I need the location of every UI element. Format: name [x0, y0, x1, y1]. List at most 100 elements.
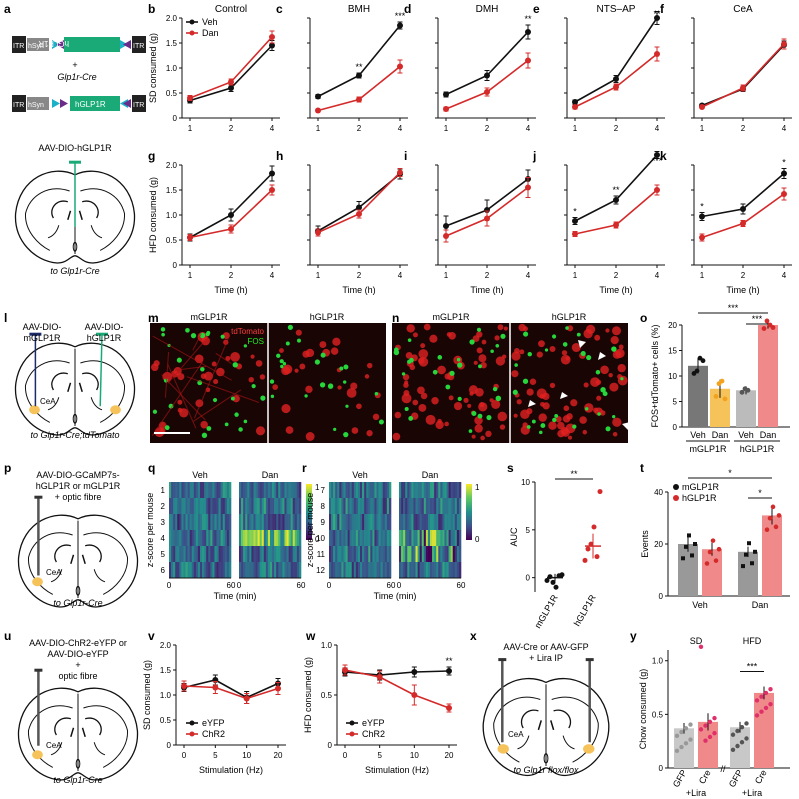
heatmap-cell [261, 546, 265, 563]
fos-cell [160, 327, 166, 332]
heatmap-cell [337, 482, 340, 499]
heatmap-cell [401, 514, 404, 531]
heatmap-cell [197, 498, 201, 515]
cea-highlight [583, 744, 595, 754]
panel-letter-c: c [276, 2, 283, 16]
data-point [773, 524, 779, 530]
heatmap-cell [430, 562, 433, 579]
heatmap-cell [341, 514, 344, 531]
heatmap-cell [415, 530, 418, 547]
heatmap-cell [208, 530, 211, 547]
heatmap-cell [360, 482, 363, 499]
heatmap-cell [169, 514, 172, 531]
heatmap-cell [427, 482, 431, 499]
x-tick-label: 2 [741, 271, 746, 280]
injection-needle [99, 334, 103, 407]
significance-label: ** [653, 9, 661, 19]
itr-box [132, 95, 146, 112]
tdtomato-cell [557, 429, 565, 438]
heatmap-cell [427, 514, 431, 531]
heatmap-cell [218, 530, 221, 547]
fos-cell [490, 349, 494, 354]
tract-contour [93, 569, 106, 583]
heatmap-cell [173, 482, 176, 499]
heatmap-cell [386, 562, 390, 579]
heatmap-cell [282, 546, 285, 563]
heatmap-cell [216, 498, 219, 515]
heatmap-cell [274, 498, 277, 515]
heatmap-cell [245, 498, 248, 515]
x-tick-label: 2 [357, 124, 362, 133]
chart-k: 1 2 4 Time (h) * * [691, 158, 792, 295]
heatmap-cell [214, 546, 217, 563]
heatmap-cell [380, 514, 384, 531]
fos-cell [584, 407, 589, 411]
heatmap-cell [286, 562, 289, 579]
heatmap-cell [175, 562, 178, 579]
chart-w: 0 0.5 1.0 0 5 10 20 Stimulation (Hz) HFD consume… [303, 641, 457, 775]
y-tick-label: 1.0 [160, 691, 172, 700]
tdtomato-cell [417, 386, 425, 395]
x-axis-label: Time (h) [342, 285, 375, 295]
heatmap-cell [259, 498, 263, 515]
heatmap-cell [382, 498, 386, 515]
third-ventricle [72, 413, 78, 424]
tract-contour [517, 735, 530, 750]
data-point [770, 504, 776, 510]
tdtomato-cell [467, 403, 472, 408]
heatmap-cell [243, 514, 246, 531]
heatmap-cell [187, 498, 190, 515]
y-tick-label: 0.5 [160, 716, 172, 725]
fos-cell [339, 366, 344, 371]
data-point [712, 730, 717, 736]
tdtomato-cell [503, 326, 508, 331]
heatmap-cell [255, 514, 258, 531]
legend-marker [349, 720, 355, 726]
hippocampus-contour [51, 200, 69, 219]
virus-line-4: optic fibre [58, 671, 97, 681]
heatmap-cell [388, 482, 392, 499]
data-point-dan [654, 51, 660, 57]
tdtomato-cell [294, 368, 299, 373]
heatmap-cell [185, 530, 188, 547]
row-label: 9 [321, 518, 326, 527]
target-line-label: to Glp1r-Cre [53, 775, 102, 785]
heatmap-cell [185, 546, 188, 563]
fos-cell [232, 362, 238, 368]
heatmap-cell [411, 530, 414, 547]
legend-label: ChR2 [362, 729, 385, 739]
row-label: 11 [317, 550, 326, 559]
heatmap-cell [200, 562, 203, 579]
panel-letter-j: j [532, 149, 536, 163]
tdtomato-cell [612, 417, 622, 427]
data-point-veh [740, 206, 746, 212]
heatmap-cell [343, 498, 346, 515]
heatmap-cell [456, 498, 460, 515]
heatmap-cell [239, 562, 242, 579]
heatmap-cell [448, 482, 451, 499]
heatmap-cell [434, 514, 437, 531]
heatmap-cell [272, 546, 275, 563]
heatmap-cell [179, 498, 182, 515]
x-tick-label: 4 [270, 124, 275, 133]
heatmap-cell [284, 562, 287, 579]
y-tick-label: 10 [668, 372, 677, 381]
arrowhead-icon [528, 400, 536, 407]
heatmap-cell [290, 514, 294, 531]
heatmap-cell [169, 530, 172, 547]
cea-highlight [32, 750, 43, 760]
heatmap-cell [357, 546, 361, 563]
virus-line-2: hGLP1R or mGLP1R [36, 481, 121, 491]
heatmap-cell [335, 530, 338, 547]
cortex-contour [24, 360, 70, 423]
panel-a-construct: ITR hSyn hGLP1R ITR AAV-DIO-hGLP1R to Gl… [12, 95, 146, 276]
x-tick-label: 2 [614, 271, 619, 280]
data-point-dan [443, 233, 449, 239]
x-tick-label: Veh [690, 430, 706, 440]
heatmap-cell [353, 498, 357, 515]
heatmap-cell [202, 546, 205, 563]
heatmap-cell [384, 546, 388, 563]
heatmap-cell [284, 482, 287, 499]
heatmap-cell [218, 546, 221, 563]
micrograph-m-left-title: mGLP1R [190, 312, 228, 322]
